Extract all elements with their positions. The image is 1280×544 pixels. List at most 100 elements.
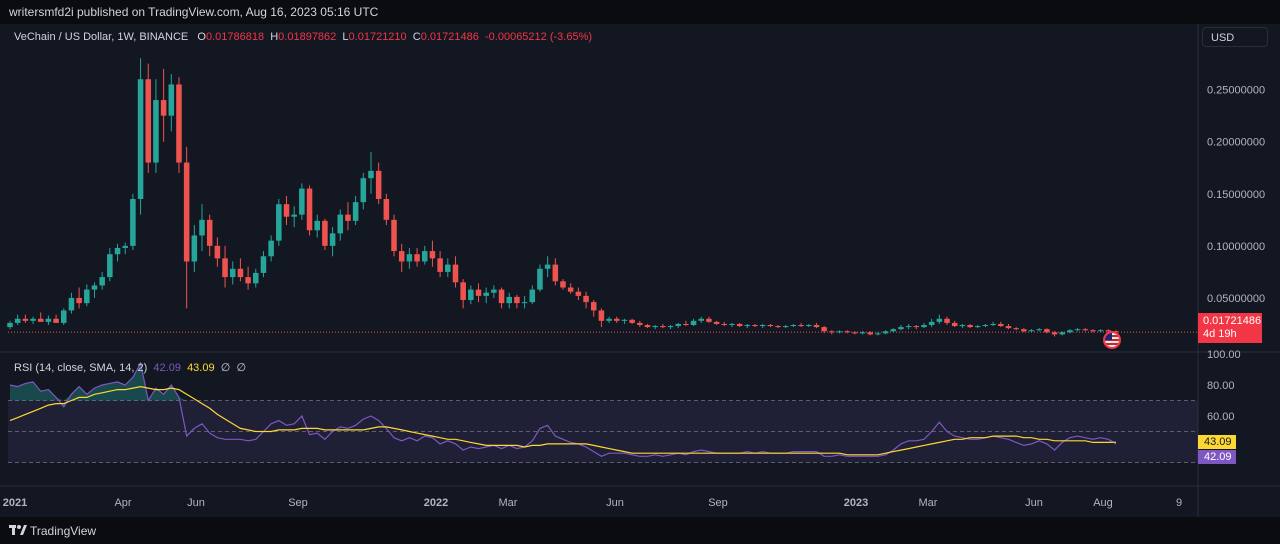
- candle-body: [483, 292, 489, 296]
- candle: [176, 77, 182, 173]
- candle: [53, 314, 59, 323]
- candle: [1097, 329, 1104, 333]
- price-tick-label: 0.05000000: [1207, 293, 1265, 305]
- candle: [14, 314, 21, 326]
- candle: [644, 323, 651, 329]
- candle: [229, 261, 236, 285]
- candle: [752, 323, 758, 328]
- candle-body: [314, 220, 320, 231]
- candle-body: [575, 291, 582, 296]
- axes: 0.05000000 0.10000000 0.15000000 0.20000000…: [3, 85, 1265, 509]
- candle-body: [76, 297, 82, 304]
- candle-body: [867, 332, 873, 335]
- candle: [982, 323, 989, 328]
- candle: [337, 209, 344, 241]
- candle: [468, 285, 474, 305]
- close-value: 0.01721486: [420, 31, 479, 43]
- candle-body: [214, 245, 221, 259]
- candle-body: [752, 325, 758, 327]
- candle-body: [913, 326, 920, 328]
- candle: [844, 330, 850, 334]
- candle-body: [137, 79, 144, 199]
- candle: [905, 323, 912, 330]
- candle-body: [491, 289, 497, 293]
- candle: [429, 240, 436, 267]
- us-flag-icon[interactable]: [1103, 331, 1121, 349]
- candle: [944, 316, 950, 326]
- candle: [560, 279, 566, 290]
- close-label: C: [412, 31, 421, 43]
- last-price-tag: 0.01721486 4d 19h: [1198, 313, 1262, 343]
- candle: [1028, 329, 1035, 333]
- candle-body: [567, 287, 574, 292]
- candles: [7, 58, 1119, 337]
- candle: [598, 308, 605, 328]
- candle-body: [283, 204, 290, 217]
- candle: [421, 245, 428, 265]
- candle: [621, 318, 628, 324]
- sma-value-tag: 43.09: [1198, 435, 1236, 449]
- candle-body: [936, 318, 943, 322]
- hidden-output-icon[interactable]: ∅: [220, 362, 231, 374]
- time-tick-label: 2022: [424, 497, 448, 509]
- candle: [268, 235, 274, 262]
- candle: [1005, 323, 1012, 330]
- candle-body: [268, 240, 274, 257]
- candle-body: [460, 282, 466, 301]
- candle-body: [99, 277, 105, 286]
- candle: [352, 195, 359, 226]
- candle: [690, 318, 697, 327]
- candle: [383, 193, 390, 226]
- candle-body: [414, 254, 420, 262]
- candle-body: [276, 204, 282, 241]
- candle: [260, 251, 267, 278]
- candle-body: [529, 289, 536, 303]
- open-label: O: [197, 31, 206, 43]
- candle: [821, 326, 827, 334]
- candle-body: [982, 325, 989, 327]
- candle-body: [744, 325, 751, 327]
- candle-body: [1028, 330, 1035, 332]
- candle-body: [206, 219, 213, 246]
- candle-body: [990, 323, 996, 326]
- currency-button[interactable]: USD: [1202, 27, 1268, 47]
- candle-body: [675, 323, 681, 327]
- candle-body: [22, 318, 29, 321]
- candle: [30, 316, 36, 324]
- candle: [237, 258, 244, 282]
- candle: [1059, 331, 1066, 336]
- candle-body: [368, 170, 374, 179]
- candle: [1082, 328, 1089, 332]
- candle: [460, 279, 466, 309]
- candle-body: [299, 188, 305, 215]
- candle: [160, 68, 167, 142]
- grid: [0, 24, 1280, 517]
- rsi-tick-label: 60.00: [1207, 411, 1235, 423]
- candle: [322, 218, 328, 251]
- candle: [1067, 329, 1073, 334]
- candle-body: [698, 318, 705, 321]
- candle: [829, 330, 835, 335]
- hidden-output-icon[interactable]: ∅: [236, 362, 247, 374]
- candle-body: [145, 79, 152, 163]
- candle-body: [322, 220, 328, 246]
- candle-body: [944, 318, 950, 323]
- candle-body: [621, 319, 628, 321]
- candle-body: [806, 325, 812, 327]
- rsi-lines: [9, 361, 1117, 457]
- candle-body: [1074, 329, 1081, 331]
- candle: [759, 323, 766, 329]
- time-tick-label: Sep: [288, 497, 308, 509]
- candle: [890, 328, 897, 333]
- candle: [928, 318, 935, 328]
- time-tick-label: Mar: [919, 497, 938, 509]
- candle: [675, 322, 681, 329]
- candle-body: [352, 202, 359, 221]
- candle-body: [398, 251, 405, 262]
- candle: [1021, 328, 1027, 333]
- candle-body: [437, 258, 443, 272]
- candle-body: [91, 285, 98, 290]
- candle: [406, 247, 413, 269]
- price-legend: VeChain / US Dollar, 1W, BINANCE O0.0178…: [14, 31, 592, 43]
